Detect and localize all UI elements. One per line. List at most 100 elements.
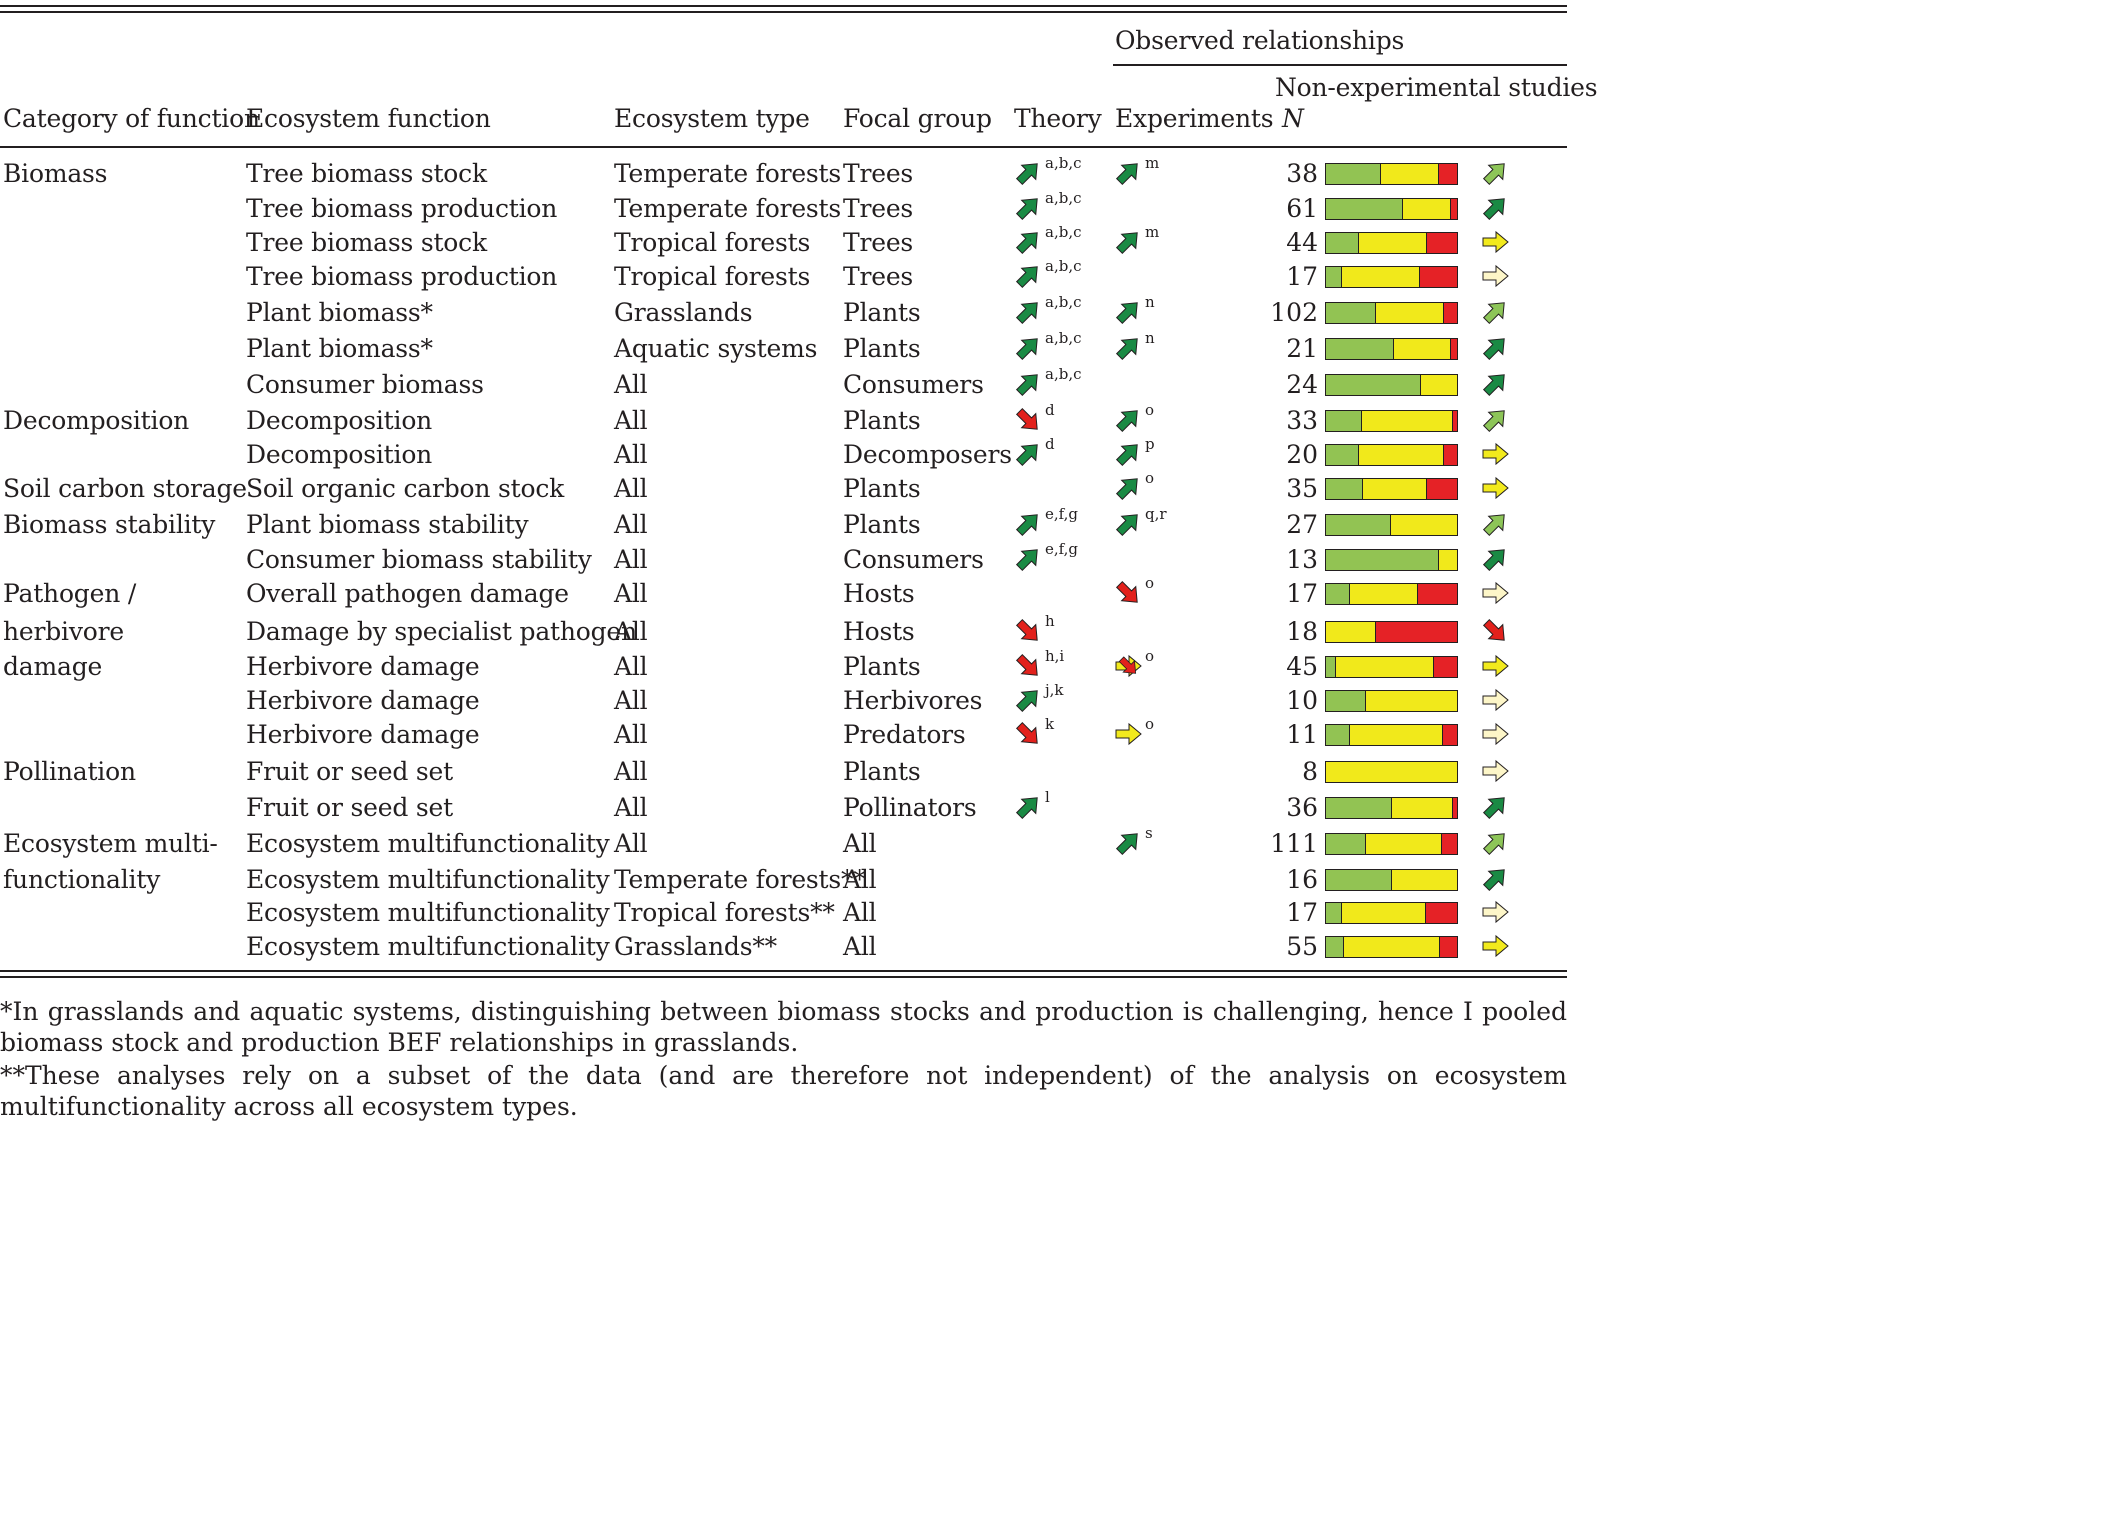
proportion-bar xyxy=(1325,410,1458,432)
positive-segment xyxy=(1326,550,1438,570)
n-value: 33 xyxy=(1286,406,1318,435)
ecosystem-type-cell: All xyxy=(614,686,648,715)
ecosystem-type-cell: Grasslands xyxy=(614,298,753,327)
neutral-segment xyxy=(1341,903,1426,923)
neutral-segment xyxy=(1358,233,1427,253)
ecosystem-type-cell: Tropical forests xyxy=(614,262,811,291)
col-type-heading: Ecosystem type xyxy=(614,104,810,133)
observed-right-pale-arrow-icon xyxy=(1482,722,1509,746)
n-value: 111 xyxy=(1270,829,1318,858)
proportion-bar xyxy=(1325,797,1458,819)
observed-right-arrow-icon xyxy=(1482,230,1509,254)
experiment-up-arrow-icon xyxy=(1115,833,1138,856)
function-cell: Consumer biomass stability xyxy=(246,545,592,574)
experiment-refs: o xyxy=(1145,647,1155,665)
experiment-right-arrow-icon xyxy=(1115,722,1142,746)
proportion-bar xyxy=(1325,761,1458,783)
function-cell: Tree biomass stock xyxy=(246,228,487,257)
negative-segment xyxy=(1425,903,1457,923)
category-cell: Ecosystem multi- xyxy=(3,829,218,858)
positive-segment xyxy=(1326,233,1359,253)
proportion-bar xyxy=(1325,690,1458,712)
experiment-up-arrow-icon xyxy=(1115,444,1138,467)
observed-down-arrow-icon xyxy=(1482,618,1505,641)
function-cell: Tree biomass production xyxy=(246,194,558,223)
ecosystem-type-cell: All xyxy=(614,370,648,399)
theory-down-arrow-icon xyxy=(1015,618,1038,641)
n-value: 17 xyxy=(1286,898,1318,927)
proportion-bar xyxy=(1325,444,1458,466)
observed-relationships-heading: Observed relationships xyxy=(1115,26,1405,55)
neutral-segment xyxy=(1437,550,1457,570)
experiment-refs: o xyxy=(1145,401,1155,419)
neutral-segment xyxy=(1402,199,1450,219)
theory-up-arrow-icon xyxy=(1015,549,1038,572)
experiment-refs: m xyxy=(1145,223,1160,241)
observed-right-arrow-icon xyxy=(1482,934,1509,958)
focal-group-cell: Plants xyxy=(843,757,921,786)
theory-up-arrow-icon xyxy=(1015,302,1038,325)
function-cell: Decomposition xyxy=(246,406,433,435)
theory-down-arrow-icon xyxy=(1015,407,1038,430)
theory-refs: a,b,c xyxy=(1045,365,1082,383)
neutral-segment xyxy=(1326,762,1457,782)
experiment-up-arrow-icon xyxy=(1115,410,1138,433)
table-top-rule-2 xyxy=(0,11,1567,13)
observed-relationships-rule xyxy=(1113,64,1567,66)
function-cell: Soil organic carbon stock xyxy=(246,474,565,503)
theory-refs: a,b,c xyxy=(1045,329,1082,347)
n-value: 21 xyxy=(1286,334,1318,363)
proportion-bar xyxy=(1325,549,1458,571)
ecosystem-type-cell: All xyxy=(614,440,648,469)
theory-refs: a,b,c xyxy=(1045,293,1082,311)
ecosystem-type-cell: All xyxy=(614,793,648,822)
proportion-bar xyxy=(1325,833,1458,855)
theory-refs: h,i xyxy=(1045,647,1065,665)
theory-up-arrow-icon xyxy=(1015,266,1038,289)
n-value: 44 xyxy=(1286,228,1318,257)
observed-right-arrow-icon xyxy=(1482,476,1509,500)
observed-up-arrow-icon xyxy=(1482,797,1505,820)
negative-segment xyxy=(1441,725,1457,745)
experiment-refs: o xyxy=(1145,715,1155,733)
positive-segment xyxy=(1326,479,1363,499)
focal-group-cell: Plants xyxy=(843,406,921,435)
experiment-refs: o xyxy=(1145,469,1155,487)
observed-up-light-arrow-icon xyxy=(1482,833,1505,856)
proportion-bar xyxy=(1325,514,1458,536)
theory-up-arrow-icon xyxy=(1015,690,1038,713)
proportion-bar xyxy=(1325,374,1458,396)
proportion-bar xyxy=(1325,266,1458,288)
neutral-segment xyxy=(1349,725,1442,745)
ecosystem-type-cell: Temperate forests** xyxy=(614,865,866,894)
n-value: 24 xyxy=(1286,370,1318,399)
function-cell: Consumer biomass xyxy=(246,370,484,399)
positive-segment xyxy=(1326,267,1342,287)
proportion-bar xyxy=(1325,936,1458,958)
n-value: 17 xyxy=(1286,262,1318,291)
header-bottom-rule xyxy=(0,146,1567,148)
observed-right-pale-arrow-icon xyxy=(1482,900,1509,924)
col-theory-heading: Theory xyxy=(1014,104,1102,133)
theory-up-arrow-icon xyxy=(1015,198,1038,221)
n-value: 18 xyxy=(1286,617,1318,646)
experiment-up-arrow-icon xyxy=(1115,478,1138,501)
negative-segment xyxy=(1426,233,1457,253)
observed-up-arrow-icon xyxy=(1482,869,1505,892)
focal-group-cell: Predators xyxy=(843,720,966,749)
theory-refs: a,b,c xyxy=(1045,154,1082,172)
positive-segment xyxy=(1326,164,1381,184)
neutral-segment xyxy=(1380,164,1438,184)
n-value: 102 xyxy=(1270,298,1318,327)
footnote-1: *In grasslands and aquatic systems, dist… xyxy=(0,997,1567,1057)
n-value: 55 xyxy=(1286,932,1318,961)
theory-up-arrow-icon xyxy=(1015,514,1038,537)
neutral-segment xyxy=(1362,479,1427,499)
theory-up-arrow-icon xyxy=(1015,232,1038,255)
observed-right-arrow-icon xyxy=(1482,442,1509,466)
proportion-bar xyxy=(1325,583,1458,605)
focal-group-cell: Consumers xyxy=(843,545,984,574)
experiment-up-arrow-icon xyxy=(1115,514,1138,537)
positive-segment xyxy=(1326,691,1365,711)
neutral-segment xyxy=(1391,870,1457,890)
